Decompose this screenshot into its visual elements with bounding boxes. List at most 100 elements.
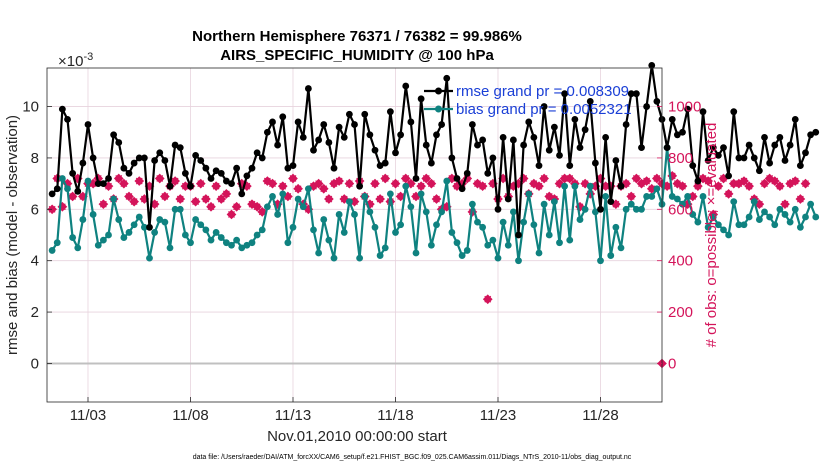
bias-point [725, 231, 733, 239]
bias-point [94, 241, 102, 249]
bias-point [386, 190, 394, 198]
bias-point [807, 200, 815, 208]
obs-count-marker [124, 191, 134, 202]
bias-point [115, 216, 123, 223]
rmse-point [299, 133, 307, 141]
bias-point [561, 182, 569, 190]
rmse-point [120, 164, 128, 172]
rmse-point [694, 177, 702, 185]
y-tick-label: 10 [22, 99, 39, 116]
obs-count-marker [713, 181, 724, 192]
rmse-point [115, 139, 123, 146]
bias-point [791, 205, 799, 213]
rmse-point [248, 164, 256, 172]
bias-point [320, 216, 328, 223]
rmse-point [545, 146, 553, 154]
obs-count-marker [113, 173, 124, 184]
bias-point [79, 216, 87, 223]
rmse-point [535, 162, 543, 170]
obs-count-marker [687, 191, 698, 202]
bias-point [310, 226, 317, 234]
bias-point [105, 231, 112, 239]
bias-point [53, 239, 61, 247]
obs-count-marker [800, 178, 811, 189]
rmse-point [284, 164, 292, 172]
rmse-point [612, 157, 620, 164]
rmse-point [438, 121, 446, 128]
bias-point [89, 211, 97, 218]
bias-point [212, 229, 220, 236]
bias-point [781, 211, 789, 218]
bias-point [151, 229, 159, 236]
obs-count-marker [375, 194, 385, 204]
rmse-point [673, 131, 681, 139]
chart-subtitle: AIRS_SPECIFIC_HUMIDITY @ 100 hPa [220, 47, 494, 64]
obs-count-marker [482, 294, 493, 305]
bias-point [345, 198, 353, 206]
rmse-point [381, 159, 389, 167]
chart-title: Northern Hemisphere 76371 / 76382 = 99.9… [192, 28, 522, 45]
y-tick-label: 8 [31, 150, 39, 167]
rmse-point [735, 154, 743, 162]
rmse-point [463, 169, 471, 177]
bias-point [535, 249, 543, 257]
y-tick-right-label: 400 [668, 253, 693, 270]
y-tick-right-label: 0 [668, 355, 676, 372]
rmse-point [386, 108, 394, 116]
bias-point [263, 203, 271, 211]
x-tick-label: 11/13 [275, 407, 311, 424]
bias-point [258, 226, 266, 234]
bias-point [684, 193, 692, 200]
bias-point [453, 239, 461, 247]
bias-point [617, 244, 625, 252]
obs-count-marker [416, 181, 426, 192]
rmse-point [556, 151, 563, 159]
rmse-point [684, 105, 692, 113]
bias-point [786, 218, 794, 226]
obs-count-marker [626, 191, 637, 202]
bias-point [458, 252, 466, 259]
rmse-point [392, 149, 399, 157]
rmse-point [74, 187, 82, 195]
bias-point [709, 213, 717, 221]
rmse-point [151, 157, 159, 164]
rmse-point [84, 121, 92, 128]
rmse-point [530, 133, 538, 141]
bias-point [581, 205, 589, 213]
bias-point [443, 177, 451, 185]
bias-point [335, 211, 343, 218]
bias-point [627, 200, 635, 208]
obs-count-marker [744, 181, 754, 192]
rmse-point [79, 159, 87, 167]
obs-count-marker [764, 173, 775, 184]
bias-point [248, 239, 256, 247]
rmse-point [607, 198, 615, 206]
obs-count-marker [539, 173, 549, 184]
rmse-point [330, 164, 338, 172]
bias-point [448, 229, 456, 236]
rmse-point [376, 162, 384, 170]
obs-count-marker [431, 194, 442, 204]
bias-point [156, 216, 164, 223]
obs-count-marker [703, 176, 713, 186]
bias-point [181, 231, 189, 239]
obs-count-marker [195, 178, 206, 189]
obs-count-marker [221, 189, 232, 199]
rmse-point [668, 115, 676, 123]
rmse-point [704, 157, 712, 164]
obs-count-marker [677, 181, 688, 192]
rmse-point [289, 162, 297, 170]
obs-count-marker [544, 191, 555, 202]
rmse-point [550, 123, 558, 131]
bias-point [171, 205, 179, 213]
bias-point [381, 244, 389, 252]
rmse-point [166, 182, 174, 190]
rmse-point [161, 157, 169, 164]
rmse-point [468, 121, 476, 128]
y-tick-right-label: 1000 [668, 99, 701, 116]
bias-point [407, 203, 415, 211]
bias-point [74, 244, 82, 252]
obs-count-marker [324, 194, 334, 204]
obs-count-marker [154, 173, 165, 184]
